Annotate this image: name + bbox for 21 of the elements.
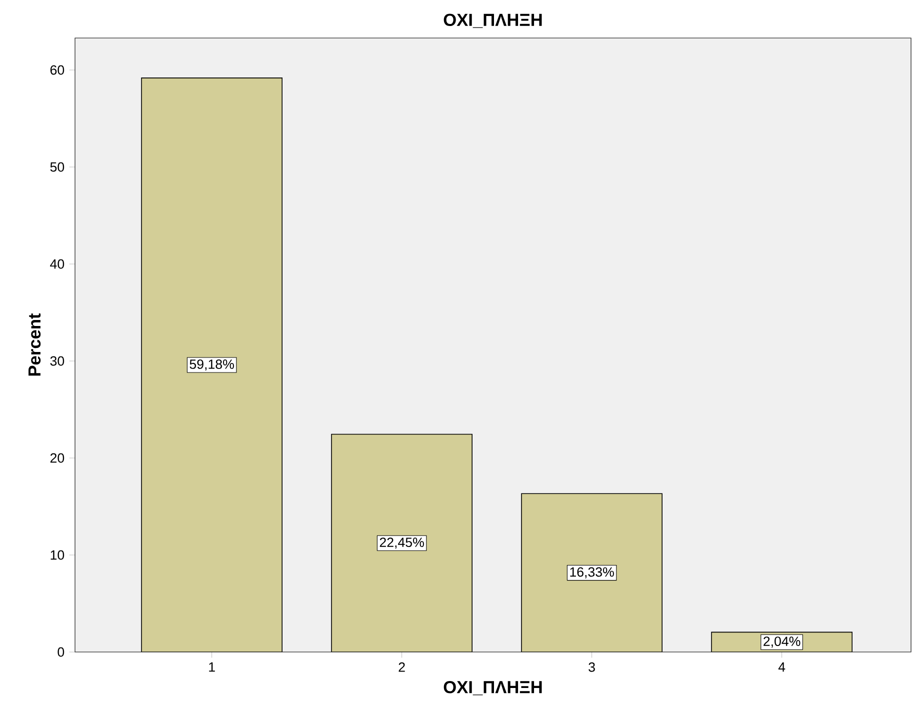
x-axis-title: ΟΧΙ_ΠΛΗΞΗ [444, 680, 542, 696]
y-tick-label: 0 [58, 647, 64, 657]
data-label: 16,33% [570, 567, 614, 578]
bar [332, 434, 472, 652]
y-tick-label: 20 [50, 453, 64, 463]
data-label: 2,04% [764, 636, 800, 648]
y-tick-label: 60 [50, 65, 64, 75]
y-axis-title: Percent [28, 313, 41, 376]
x-tick-label: 1 [209, 662, 215, 672]
x-tick-label: 3 [588, 662, 595, 672]
data-label: 22,45% [380, 538, 424, 549]
bar [521, 493, 663, 652]
y-tick-label: 10 [50, 550, 64, 560]
y-tick-label: 30 [50, 356, 64, 366]
y-tick-label: 50 [50, 162, 64, 172]
x-tick-label: 4 [778, 662, 786, 672]
data-label: 59,18% [190, 359, 234, 370]
y-tick-label: 40 [50, 259, 64, 269]
chart-title: ΟΧΙ_ΠΛΗΞΗ [444, 14, 542, 28]
bar [141, 78, 283, 652]
x-tick-label: 2 [398, 662, 405, 672]
